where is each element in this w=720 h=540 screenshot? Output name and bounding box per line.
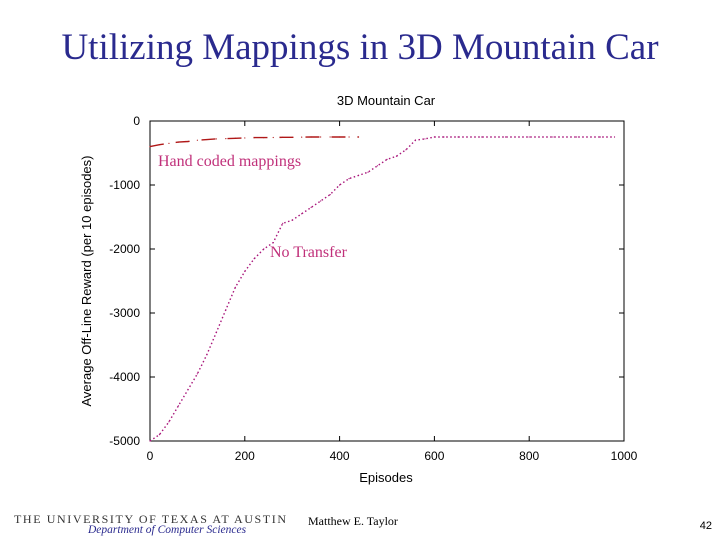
y-axis-label: Average Off-Line Reward (per 10 episodes… [79,156,94,407]
data-point [187,389,189,391]
y-tick-label: -4000 [109,370,140,384]
data-point [253,137,255,139]
data-point [272,242,274,244]
data-point [272,136,274,139]
data-point [528,136,530,138]
data-point [168,142,170,144]
x-tick-label: 600 [424,449,444,463]
data-point [339,136,341,138]
data-point [149,146,151,148]
y-tick-label: -5000 [109,434,140,448]
axis-ticks: 0 200 400 600 800 1000 0 -1000 -2000 -3000 -4000 -5… [109,114,637,463]
y-tick-label: -2000 [109,242,140,256]
data-point [613,136,616,138]
data-point [348,136,350,138]
data-point [215,331,217,333]
data-point [386,158,388,160]
data-point [433,136,435,138]
annotation-hand-coded: Hand coded mappings [158,153,301,170]
plot-frame [149,120,625,442]
data-point [348,178,350,180]
data-point [158,434,161,436]
data-point [282,136,284,138]
y-tick-label: -3000 [109,306,140,320]
slide-title: Utilizing Mappings in 3D Mountain Car [61,27,659,68]
university-logo: THE UNIVERSITY OF TEXAS AT AUSTIN Depart… [14,512,286,538]
department-name: Department of Computer Sciences [88,524,247,536]
data-point [504,136,507,138]
data-point [149,440,151,442]
data-point [357,136,360,138]
page-number: 42 [699,520,712,532]
x-tick-label: 200 [235,449,255,463]
data-point [301,136,303,138]
data-point [291,219,293,221]
data-point [443,136,445,138]
data-point [301,213,303,215]
data-point [599,136,601,138]
data-point [206,138,208,141]
data-point [263,248,265,250]
data-point [177,405,180,407]
data-point [158,144,161,146]
data-point [320,200,322,202]
data-point [215,138,217,140]
data-point [263,137,265,139]
data-point [206,354,208,356]
data-point [376,165,379,167]
x-tick-label: 1000 [611,449,638,463]
data-point [424,138,426,140]
data-point [234,137,236,139]
series-line-2 [149,136,615,442]
series-line-1 [149,136,359,148]
data-point [234,286,236,288]
data-point [339,184,341,186]
data-point [310,136,312,138]
data-point [196,373,198,375]
data-point [405,149,407,151]
data-point [177,141,180,143]
data-point [310,206,312,208]
data-point [457,136,459,138]
author-name: Matthew E. Taylor [308,514,398,528]
data-point [395,155,398,157]
reward-chart: 3D Mountain Car 0 200 400 600 800 1000 0 -1000 -… [79,93,638,485]
x-tick-label: 0 [147,449,154,463]
data-point [244,270,246,272]
data-point [481,136,483,138]
data-point [414,139,417,141]
data-point [282,222,284,224]
data-point [291,136,293,138]
data-point [196,139,198,141]
data-point [168,421,170,423]
x-axis-label: Episodes [359,470,413,485]
data-point [244,137,246,139]
y-tick-label: -1000 [109,178,140,192]
data-point [329,136,331,138]
y-tick-label: 0 [133,114,140,128]
data-point [225,309,227,311]
data-point [187,140,189,143]
chart-title: 3D Mountain Car [337,93,436,108]
data-point [320,136,322,138]
annotation-no-transfer: No Transfer [270,244,348,261]
data-point [357,174,360,176]
data-point [367,171,369,173]
data-point [329,194,331,196]
university-name: THE UNIVERSITY OF TEXAS AT AUSTIN [14,512,288,526]
x-tick-label: 400 [330,449,350,463]
data-point [552,136,554,138]
data-point [225,138,227,140]
data-point [576,136,578,138]
data-point [253,258,255,260]
x-tick-label: 800 [519,449,539,463]
series-lines [149,136,616,442]
